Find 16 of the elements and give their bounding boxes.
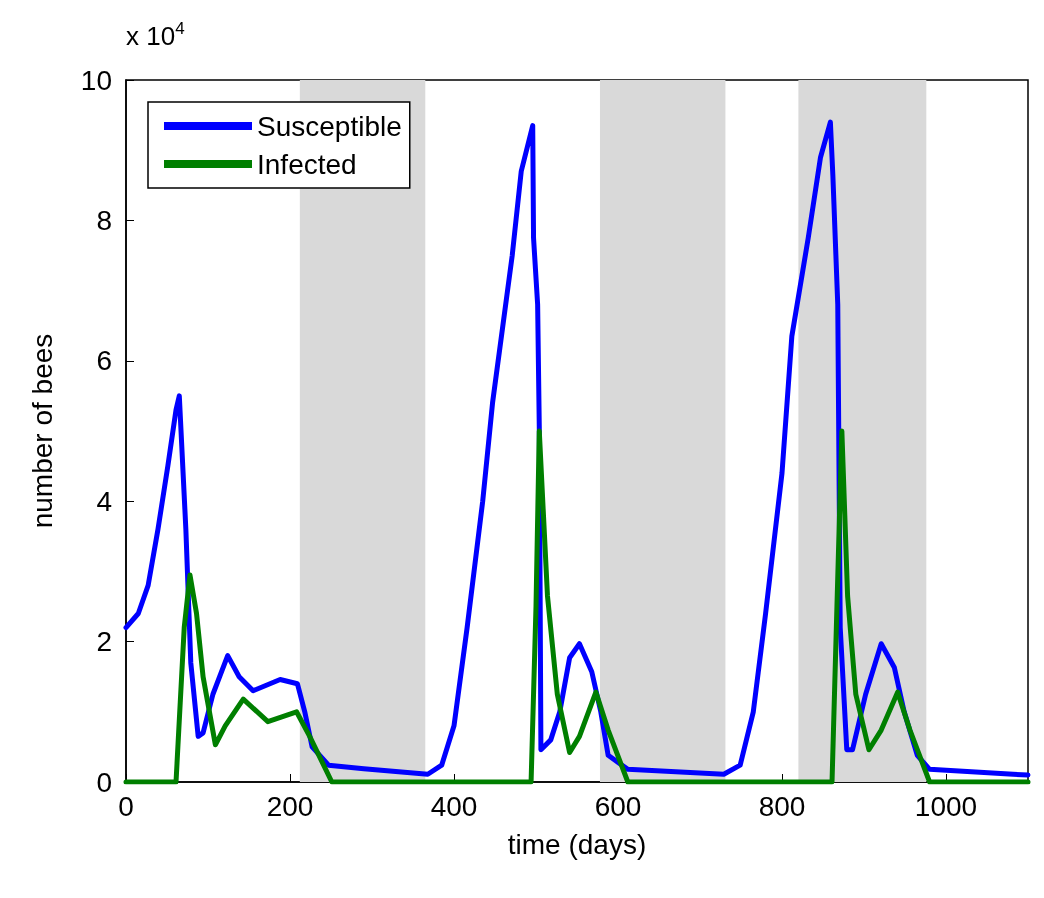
y-tick-label: 6 bbox=[96, 345, 112, 377]
y-axis-title: number of bees bbox=[26, 333, 58, 529]
y-tick-label: 10 bbox=[80, 64, 112, 96]
x-tick-label: 600 bbox=[594, 790, 642, 822]
x-axis-title: time (days) bbox=[507, 828, 647, 860]
x-tick-label: 1000 bbox=[914, 790, 978, 822]
y-tick-label: 0 bbox=[96, 766, 112, 798]
y-tick-label: 8 bbox=[96, 204, 112, 236]
legend-label: Susceptible bbox=[257, 110, 402, 142]
legend-label: Infected bbox=[257, 148, 357, 180]
x-tick-label: 0 bbox=[118, 790, 134, 822]
x-tick-label: 400 bbox=[430, 790, 478, 822]
x-tick-label: 200 bbox=[266, 790, 314, 822]
y-tick-label: 2 bbox=[96, 626, 112, 658]
x-tick-label: 800 bbox=[758, 790, 806, 822]
y-tick-label: 4 bbox=[96, 485, 112, 517]
